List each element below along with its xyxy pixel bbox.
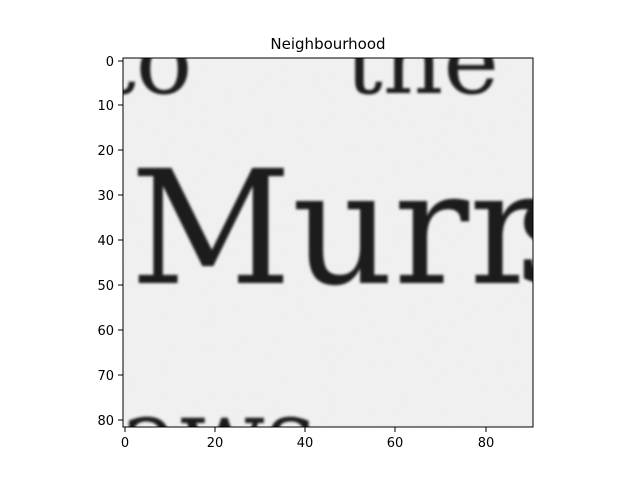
glyph-murr: Murr xyxy=(130,137,545,321)
plot-title: Neighbourhood xyxy=(270,35,385,53)
y-tick-label: 0 xyxy=(106,55,114,70)
glyph-top-right: the xyxy=(345,7,499,116)
y-tick-label: 80 xyxy=(97,414,114,429)
y-tick-label: 70 xyxy=(97,369,114,384)
paper-grain xyxy=(123,58,533,427)
y-tick-label: 60 xyxy=(97,324,114,339)
neighbourhood-image: to the Murr s aws xyxy=(98,7,596,480)
y-tick-label: 10 xyxy=(97,99,114,114)
x-axis: 0 20 40 60 80 xyxy=(121,427,494,451)
x-tick-label: 80 xyxy=(478,436,495,451)
y-axis: 0 10 20 30 40 50 60 70 80 xyxy=(97,55,123,429)
glyph-top-left: to xyxy=(98,7,192,116)
x-tick-label: 60 xyxy=(387,436,404,451)
x-tick-label: 40 xyxy=(297,436,314,451)
y-tick-label: 50 xyxy=(97,279,114,294)
glyph-edge: s xyxy=(515,137,596,321)
top-text-fragment: to the xyxy=(98,7,499,116)
y-tick-label: 20 xyxy=(97,144,114,159)
y-tick-label: 30 xyxy=(97,189,114,204)
bottom-text-fragment: aws xyxy=(120,377,317,480)
x-tick-label: 20 xyxy=(207,436,224,451)
middle-text-fragment: Murr s xyxy=(130,137,596,321)
y-tick-label: 40 xyxy=(97,234,114,249)
x-tick-label: 0 xyxy=(121,436,129,451)
glyph-bottom: aws xyxy=(120,377,317,480)
axes-frame xyxy=(122,57,534,428)
